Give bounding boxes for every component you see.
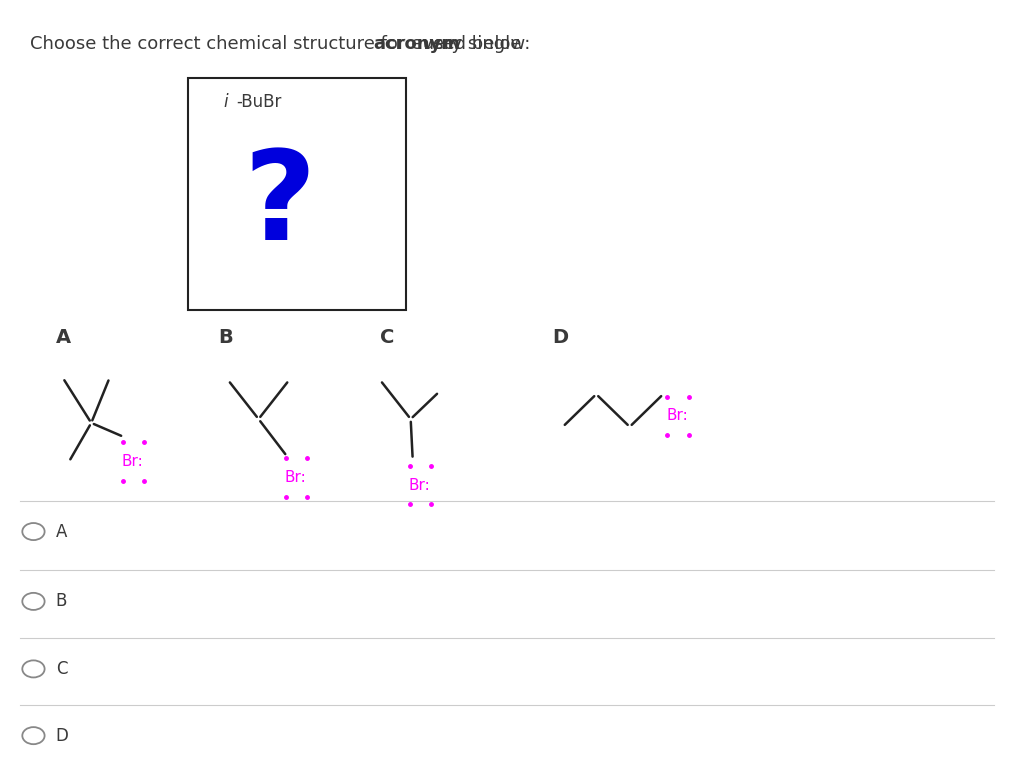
Text: ?: ?: [243, 145, 315, 266]
Text: C: C: [56, 660, 67, 678]
Text: C: C: [380, 328, 394, 347]
Text: Br:: Br:: [285, 469, 306, 485]
Text: acronym: acronym: [373, 35, 460, 53]
Text: D: D: [56, 726, 69, 745]
FancyBboxPatch shape: [188, 78, 406, 310]
Text: Br:: Br:: [666, 408, 687, 424]
Text: B: B: [56, 592, 67, 611]
Text: B: B: [218, 328, 233, 347]
Text: $i$: $i$: [223, 93, 229, 111]
Text: Choose the correct chemical structure for every single: Choose the correct chemical structure fo…: [30, 35, 527, 53]
Text: used below:: used below:: [417, 35, 530, 53]
Text: A: A: [56, 522, 67, 541]
Text: -BuBr: -BuBr: [236, 93, 282, 111]
Text: Br:: Br:: [122, 454, 143, 469]
Text: D: D: [553, 328, 569, 347]
Text: A: A: [56, 328, 71, 347]
Text: Br:: Br:: [409, 477, 430, 493]
